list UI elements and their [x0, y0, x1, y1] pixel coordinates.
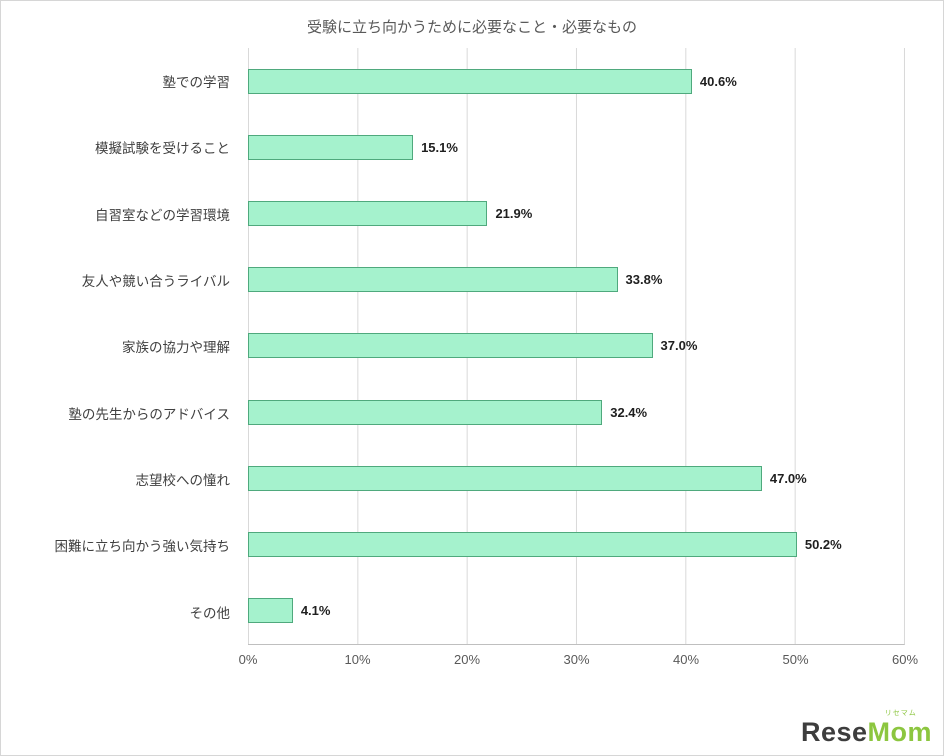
bar-row: 47.0% [248, 445, 904, 511]
category-label: 家族の協力や理解 [122, 340, 230, 356]
bar-value-label: 33.8% [625, 272, 663, 288]
bar-value-label: 40.6% [699, 73, 737, 89]
bar-row: 50.2% [248, 512, 904, 578]
bar-row: 40.6% [248, 48, 904, 114]
resemom-logo: Rese リセマム Mom [800, 710, 932, 747]
category-label: その他 [189, 605, 231, 621]
category-label: 塾での学習 [162, 75, 231, 91]
category-label: 困難に立ち向かう強い気持ち [54, 539, 231, 555]
bar-row: 21.9% [248, 180, 904, 246]
plot-area: 40.6% 15.1% 21.9% 33.8% 37.0% 32.4% 47.0% 50.2%… [248, 48, 905, 645]
x-tick-label: 0% [238, 652, 258, 667]
category-label: 模擬試験を受けること [95, 141, 230, 157]
bar-value-label: 4.1% [300, 603, 331, 619]
logo-text-mom: Mom [867, 717, 932, 747]
logo-ruby: リセマム [884, 710, 917, 717]
bar-row: 37.0% [248, 313, 904, 379]
x-tick-label: 40% [672, 652, 700, 667]
bar-value-label: 50.2% [804, 537, 842, 553]
x-tick-label: 20% [453, 652, 481, 667]
bar-value-label: 37.0% [660, 338, 698, 354]
bar [248, 201, 488, 227]
bar [248, 399, 603, 425]
logo-text-rese: Rese [800, 717, 868, 747]
category-axis: 塾での学習模擬試験を受けること 自習室などの学習環境友人や競い合うライバル家族の協… [0, 48, 240, 645]
x-tick-label: 50% [782, 652, 809, 667]
bar-value-label: 47.0% [769, 470, 807, 486]
bar [248, 267, 618, 293]
category-label: 友人や競い合うライバル [81, 274, 230, 290]
bar-row: 15.1% [248, 114, 904, 180]
bar-row: 33.8% [248, 247, 904, 313]
bar-value-label: 32.4% [610, 404, 648, 420]
x-tick-label: 60% [891, 652, 919, 667]
bar [248, 134, 414, 160]
category-label: 自習室などの学習環境 [95, 207, 230, 223]
x-axis: 0% 10% 20% 30% 40% 50% 60% [239, 649, 918, 675]
bar [248, 68, 692, 94]
bar [248, 532, 797, 558]
bar-value-label: 21.9% [495, 206, 533, 222]
category-label: 志望校への憧れ [135, 473, 231, 489]
x-tick-label: 10% [344, 652, 371, 667]
bar-row: 32.4% [248, 379, 904, 445]
x-tick-label: 30% [563, 652, 590, 667]
bar [248, 465, 762, 491]
bar [248, 333, 653, 359]
chart-title: 受験に立ち向かうために必要なこと・必要なもの [306, 19, 637, 36]
bar [248, 598, 293, 624]
bar-value-label: 15.1% [421, 139, 458, 155]
bar-row: 4.1% [248, 578, 904, 644]
category-label: 塾の先生からのアドバイス [68, 406, 230, 422]
